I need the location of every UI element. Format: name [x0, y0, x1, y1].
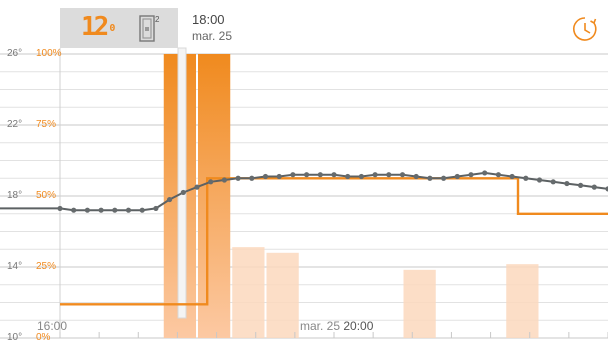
temperature-point — [495, 172, 501, 178]
temperature-point — [536, 177, 543, 183]
x-axis-label: 16:00 — [37, 319, 68, 333]
temperature-point — [345, 173, 351, 180]
clock-icon[interactable] — [570, 14, 600, 44]
heating-bar — [232, 247, 265, 338]
heating-bar — [198, 54, 231, 338]
percent-tick-label: 25% — [36, 261, 57, 272]
temperature-point — [509, 173, 515, 180]
temperature-tick-label: 18° — [7, 190, 23, 201]
temperature-point — [221, 177, 227, 183]
temperature-point — [84, 207, 90, 213]
temperature-point — [290, 172, 296, 178]
heating-bar — [266, 252, 299, 338]
temperature-point — [112, 207, 118, 213]
temperature-point — [249, 175, 255, 181]
temperature-point — [57, 205, 63, 212]
temperature-point — [550, 179, 556, 185]
percent-tick-label: 50% — [36, 190, 57, 201]
selected-date: mar. 25 — [192, 29, 233, 43]
temperature-tick-label: 26° — [7, 48, 23, 59]
current-temperature: 12 0 — [81, 12, 116, 42]
temperature-points — [57, 170, 608, 213]
temperature-point — [454, 173, 460, 180]
temperature-point — [331, 172, 337, 178]
selected-time: 18:00 — [192, 12, 225, 27]
temperature-point — [208, 179, 214, 185]
temperature-point — [427, 175, 433, 181]
temperature-tick-label: 14° — [7, 261, 23, 272]
temperature-point — [372, 172, 378, 178]
temperature-tick-label: 22° — [7, 119, 23, 130]
temperature-point — [304, 172, 310, 178]
temperature-point — [413, 173, 419, 180]
percent-tick-label: 100% — [36, 48, 62, 59]
temperature-point — [167, 196, 173, 203]
temperature-point — [578, 182, 584, 188]
temperature-point — [441, 175, 447, 181]
temperature-point — [523, 175, 529, 181]
x-axis-label: mar. 25 20:00 — [300, 319, 374, 333]
temperature-point — [194, 184, 200, 190]
current-reading-panel[interactable] — [60, 8, 178, 48]
temperature-point — [98, 207, 104, 213]
temperature-point — [139, 207, 145, 213]
temperature-point — [153, 205, 159, 212]
temperature-point — [71, 207, 77, 213]
time-cursor[interactable] — [177, 47, 187, 319]
svg-text:2: 2 — [155, 15, 160, 24]
temperature-point — [262, 173, 269, 180]
thermostat-device-icon: 2 — [139, 15, 160, 42]
chart-x-ticks — [59, 332, 608, 338]
temperature-point — [468, 172, 474, 178]
temperature-point — [317, 172, 323, 178]
temperature-tick-label: 10° — [7, 332, 23, 343]
heating-percent-bars — [163, 54, 539, 338]
temperature-point — [399, 172, 406, 178]
heating-bar — [506, 264, 539, 338]
heating-bar — [403, 269, 436, 338]
temperature-point — [125, 207, 132, 213]
percent-tick-label: 0% — [36, 332, 51, 343]
selected-timestamp: 18:00 mar. 25 — [192, 12, 232, 44]
temperature-point — [605, 186, 608, 192]
temperature-point — [276, 173, 282, 180]
temperature-point — [358, 173, 364, 180]
temperature-point — [482, 170, 488, 176]
temperature-point — [235, 175, 241, 181]
temperature-point — [386, 172, 392, 178]
percent-tick-label: 75% — [36, 119, 57, 130]
temperature-point — [564, 180, 570, 187]
temperature-point — [591, 184, 597, 190]
temperature-point — [180, 189, 186, 196]
